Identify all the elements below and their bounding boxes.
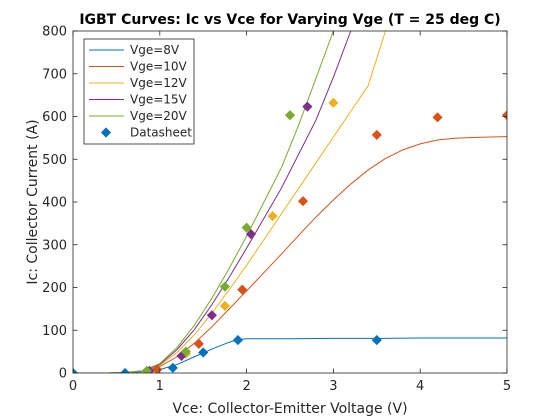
datasheet-point-0-3 [198, 347, 209, 358]
x-tick-label: 3 [329, 379, 337, 394]
y-tick-label: 0 [59, 367, 67, 382]
legend-marker-5 [100, 127, 112, 138]
x-tick-label: 1 [156, 379, 164, 394]
legend-box [83, 38, 195, 145]
y-tick-label: 500 [42, 153, 67, 168]
legend-label-5: Datasheet [130, 126, 192, 140]
datasheet-point-2-4 [328, 97, 339, 108]
y-tick-label: 600 [42, 110, 67, 125]
datasheet-point-3-3 [245, 228, 257, 240]
y-axis-title: Ic: Collector Current (A) [25, 119, 41, 284]
datasheet-point-4-0 [141, 365, 152, 373]
datasheet-point-0-0 [73, 367, 79, 373]
datasheet-point-2-2 [219, 300, 230, 311]
datasheet-point-2-3 [267, 211, 278, 222]
chart-title: IGBT Curves: Ic vs Vce for Varying Vge (… [79, 12, 500, 28]
x-axis-title: Vce: Collector-Emitter Voltage (V) [172, 401, 407, 417]
y-tick-label: 100 [42, 324, 67, 339]
datasheet-point-1-2 [237, 284, 248, 295]
axes-layer: 0 1 2 3 4 5 0 100 200 300 400 500 600 700 800 [42, 25, 511, 395]
datasheet-point-1-3 [297, 196, 309, 207]
x-tick-label: 0 [69, 379, 77, 394]
datasheet-point-0-1 [120, 367, 131, 373]
legend-label-1: Vge=10V [130, 60, 188, 74]
legend: Vge=8V Vge=10V Vge=12V Vge=15V Vge=20V Datash… [83, 38, 195, 145]
datasheet-point-1-1 [193, 338, 204, 349]
y-tick-label: 700 [42, 67, 67, 82]
datasheet-point-3-2 [206, 310, 217, 321]
x-tick-label: 2 [242, 379, 250, 394]
datasheet-point-4-2 [219, 281, 230, 292]
legend-label-3: Vge=15V [130, 93, 188, 107]
legend-label-0: Vge=8V [130, 43, 180, 57]
datasheet-point-1-6 [501, 110, 507, 121]
datasheet-point-3-4 [302, 101, 313, 112]
datasheet-point-4-3 [241, 222, 252, 233]
y-tick-label: 800 [42, 25, 67, 40]
datasheet-point-4-4 [284, 110, 296, 121]
datasheet-point-0-5 [371, 335, 382, 346]
y-tick-label: 200 [42, 281, 67, 296]
datasheet-point-1-5 [432, 112, 443, 123]
legend-label-4: Vge=20V [130, 109, 188, 123]
datasheet-point-4-1 [180, 346, 191, 357]
legend-label-2: Vge=12V [130, 76, 188, 90]
x-tick-label: 5 [503, 379, 511, 394]
datasheet-point-0-2 [167, 362, 178, 373]
y-tick-label: 400 [42, 196, 67, 211]
y-tick-label: 300 [42, 238, 67, 253]
datasheet-point-0-4 [232, 335, 243, 346]
x-tick-label: 4 [416, 379, 424, 394]
datasheet-point-1-4 [371, 129, 382, 140]
